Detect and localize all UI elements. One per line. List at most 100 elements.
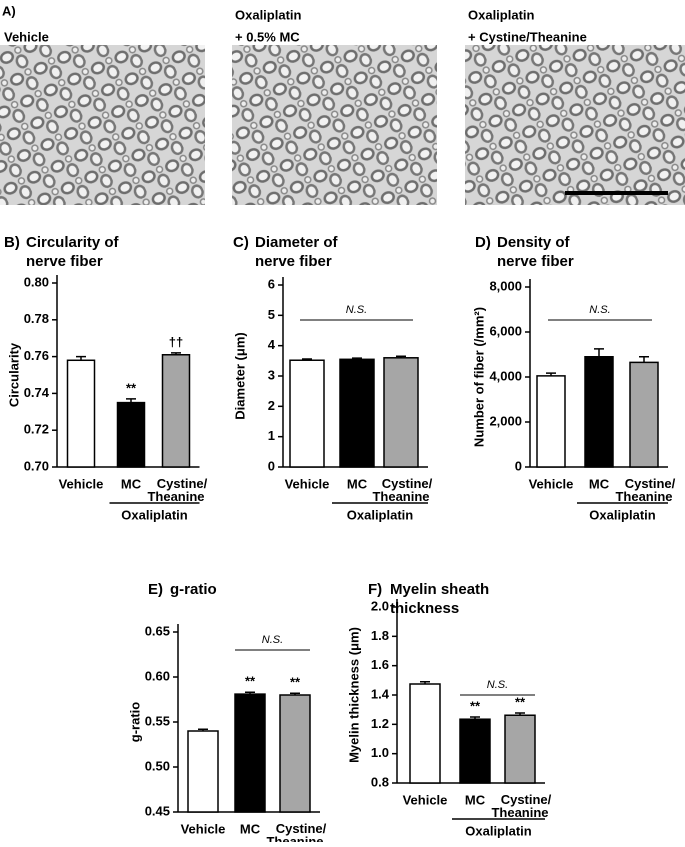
y-tick-label: 0.50 — [145, 758, 170, 773]
bar — [459, 718, 491, 784]
caption: + 0.5% MC — [235, 29, 300, 44]
y-tick-label: 0.80 — [24, 274, 49, 289]
y-tick-label: 3 — [268, 367, 275, 382]
x-tick-label: Vehicle — [181, 821, 226, 836]
ns-label: N.S. — [487, 679, 508, 691]
error-bar — [420, 681, 430, 684]
ns-label: N.S. — [262, 634, 283, 646]
bar — [187, 730, 219, 813]
y-tick-label: 4 — [268, 337, 276, 352]
y-tick-label: 1.4 — [371, 686, 390, 701]
chart-title: nerve fiber — [26, 253, 103, 270]
y-tick-label: 1 — [268, 428, 275, 443]
micrograph — [465, 45, 685, 205]
x-tick-label: Cystine/Theanine — [147, 476, 207, 504]
y-axis-label: Number of fiber (/mm²) — [471, 307, 486, 447]
significance: ** — [515, 694, 526, 709]
group-label: Oxaliplatin — [465, 823, 532, 838]
bar — [383, 357, 419, 468]
bar — [339, 358, 375, 468]
bar — [409, 683, 441, 784]
y-tick-label: 0.70 — [24, 458, 49, 473]
y-tick-label: 1.0 — [371, 745, 389, 760]
x-tick-label: Cystine/Theanine — [372, 476, 432, 504]
chart-title: nerve fiber — [497, 253, 574, 270]
y-tick-label: 2.0 — [371, 598, 389, 613]
chart-title: nerve fiber — [255, 253, 332, 270]
y-tick-label: 2,000 — [489, 413, 522, 428]
y-tick-label: 0.78 — [24, 311, 49, 326]
chart-title: Diameter of — [255, 234, 339, 251]
y-axis-label: Diameter (μm) — [232, 332, 247, 419]
y-tick-label: 0.76 — [24, 348, 49, 363]
significance: ** — [470, 698, 481, 713]
bar — [504, 714, 536, 784]
bar — [584, 356, 614, 468]
x-tick-label: Vehicle — [285, 476, 330, 491]
micrograph — [0, 45, 205, 205]
x-tick-label: Cystine/Theanine — [615, 476, 675, 504]
bar — [279, 694, 311, 813]
bar — [116, 401, 146, 468]
chart-title: Density of — [497, 234, 571, 251]
x-tick-label: MC — [121, 476, 142, 491]
ns-label: N.S. — [346, 304, 367, 316]
significance: ** — [245, 674, 256, 689]
x-tick-label: Vehicle — [529, 476, 574, 491]
error-bar — [639, 356, 649, 363]
panel-label: A) — [2, 3, 16, 18]
error-bar — [126, 398, 136, 403]
y-tick-label: 0.45 — [145, 803, 170, 818]
bar — [161, 354, 191, 468]
bar — [234, 693, 266, 813]
y-axis-label: Circularity — [6, 342, 21, 407]
bar — [536, 375, 566, 468]
group-label: Oxaliplatin — [121, 507, 188, 522]
y-tick-label: 8,000 — [489, 278, 522, 293]
error-bar — [198, 728, 208, 731]
y-tick-label: 6,000 — [489, 323, 522, 338]
error-bar — [76, 355, 86, 361]
error-bar — [470, 716, 480, 720]
bar — [289, 359, 325, 468]
panel-label: B) — [4, 234, 20, 251]
error-bar — [396, 355, 406, 358]
x-tick-label: MC — [240, 821, 261, 836]
error-bar — [245, 691, 255, 695]
y-tick-label: 6 — [268, 276, 275, 291]
panel-label: F) — [368, 581, 382, 598]
panel-label: E) — [148, 581, 163, 598]
y-tick-label: 1.8 — [371, 628, 389, 643]
y-tick-label: 2 — [268, 398, 275, 413]
bar — [66, 359, 96, 468]
y-tick-label: 1.6 — [371, 657, 389, 672]
panel-label: D) — [475, 234, 491, 251]
error-bar — [302, 358, 312, 361]
x-tick-label: Vehicle — [403, 792, 448, 807]
significance: ** — [126, 380, 137, 395]
significance: ** — [290, 675, 301, 690]
y-axis-label: Myelin thickness (μm) — [346, 627, 361, 763]
chart-title: Circularity of — [26, 234, 120, 251]
y-tick-label: 0 — [515, 458, 522, 473]
x-tick-label: Cystine/Theanine — [491, 792, 551, 820]
group-label: Oxaliplatin — [347, 507, 414, 522]
caption: + Cystine/Theanine — [468, 29, 587, 44]
significance: †† — [169, 334, 183, 349]
y-tick-label: 0.8 — [371, 774, 389, 789]
error-bar — [171, 352, 181, 355]
ns-label: N.S. — [589, 304, 610, 316]
y-tick-label: 0.72 — [24, 422, 49, 437]
y-axis-label: g-ratio — [127, 702, 142, 743]
group-label: Oxaliplatin — [589, 507, 656, 522]
error-bar — [290, 692, 300, 695]
x-tick-label: Vehicle — [59, 476, 104, 491]
bar — [629, 361, 659, 468]
y-tick-label: 0 — [268, 458, 275, 473]
x-tick-label: MC — [347, 476, 368, 491]
x-tick-label: MC — [465, 792, 486, 807]
caption: Oxaliplatin — [468, 7, 535, 22]
chart-title: Myelin sheath — [390, 581, 489, 598]
y-tick-label: 0.65 — [145, 623, 170, 638]
